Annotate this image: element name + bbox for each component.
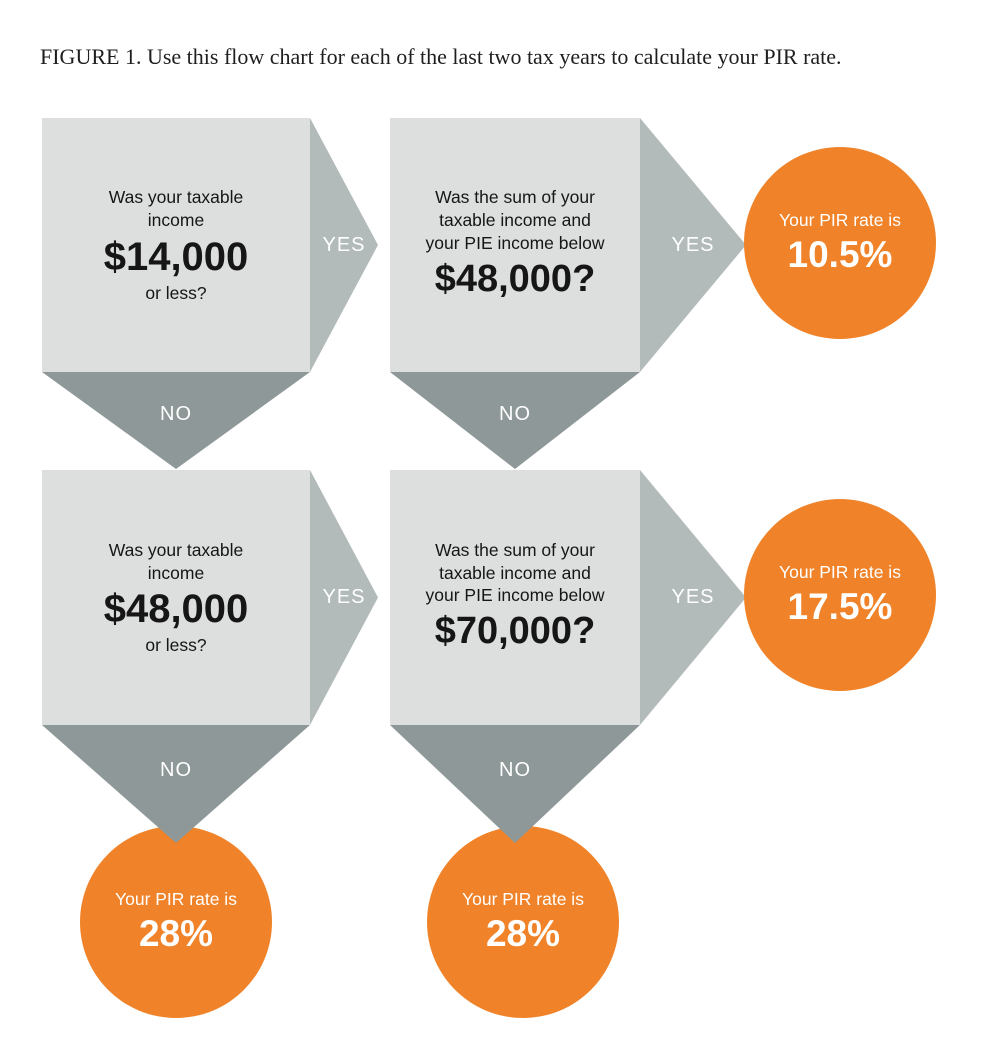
question-box-taxable-48000: Was your taxable income $48,000 or less? [42,470,310,725]
question-amount: $48,000 [103,587,249,632]
no-label: NO [160,758,192,781]
result-prefix: Your PIR rate is [462,889,584,909]
yes-arrow-box1: YES [310,118,378,372]
result-rate: 28% [138,913,214,954]
yes-label: YES [322,233,366,256]
question-intro-text: Was your taxable income [108,539,244,583]
question-amount: $70,000? [434,610,596,653]
no-arrow-box3: NO [42,725,310,843]
result-circle-28-middle: Your PIR rate is 28% [427,826,619,1018]
question-box-sum-70000: Was the sum of your taxable income and y… [390,470,640,725]
result-circle-10-5: Your PIR rate is 10.5% [744,147,936,339]
result-rate: 17.5% [787,586,893,627]
yes-label: YES [671,233,715,256]
no-arrow-box4: NO [390,725,640,843]
question-intro-text: Was your taxable income [108,187,244,230]
question-amount: $14,000 [103,234,249,279]
yes-arrow-box2: YES [640,118,746,372]
yes-arrow-box3: YES [310,470,378,725]
no-label: NO [499,758,531,781]
question-outro-text: or less? [145,282,207,303]
result-prefix: Your PIR rate is [779,210,901,230]
result-prefix: Your PIR rate is [115,889,237,909]
no-label: NO [160,403,192,425]
no-arrow-box2: NO [390,372,640,469]
yes-label: YES [671,586,715,608]
question-intro-text: Was the sum of your taxable income and y… [425,187,605,253]
question-box-sum-48000: Was the sum of your taxable income and y… [390,118,640,372]
figure-caption: FIGURE 1. Use this flow chart for each o… [40,44,842,69]
result-rate: 10.5% [787,234,893,275]
result-rate: 28% [485,913,561,954]
no-arrow-box1: NO [42,372,310,469]
question-intro-text: Was the sum of your taxable income and y… [425,539,605,606]
result-circle-28-left: Your PIR rate is 28% [80,826,272,1018]
yes-label: YES [322,586,366,608]
no-label: NO [499,403,531,425]
result-prefix: Your PIR rate is [779,562,901,582]
question-outro-text: or less? [145,635,207,656]
question-box-taxable-14000: Was your taxable income $14,000 or less? [42,118,310,372]
question-amount: $48,000? [434,257,596,300]
result-circle-17-5: Your PIR rate is 17.5% [744,499,936,691]
yes-arrow-box4: YES [640,470,746,725]
